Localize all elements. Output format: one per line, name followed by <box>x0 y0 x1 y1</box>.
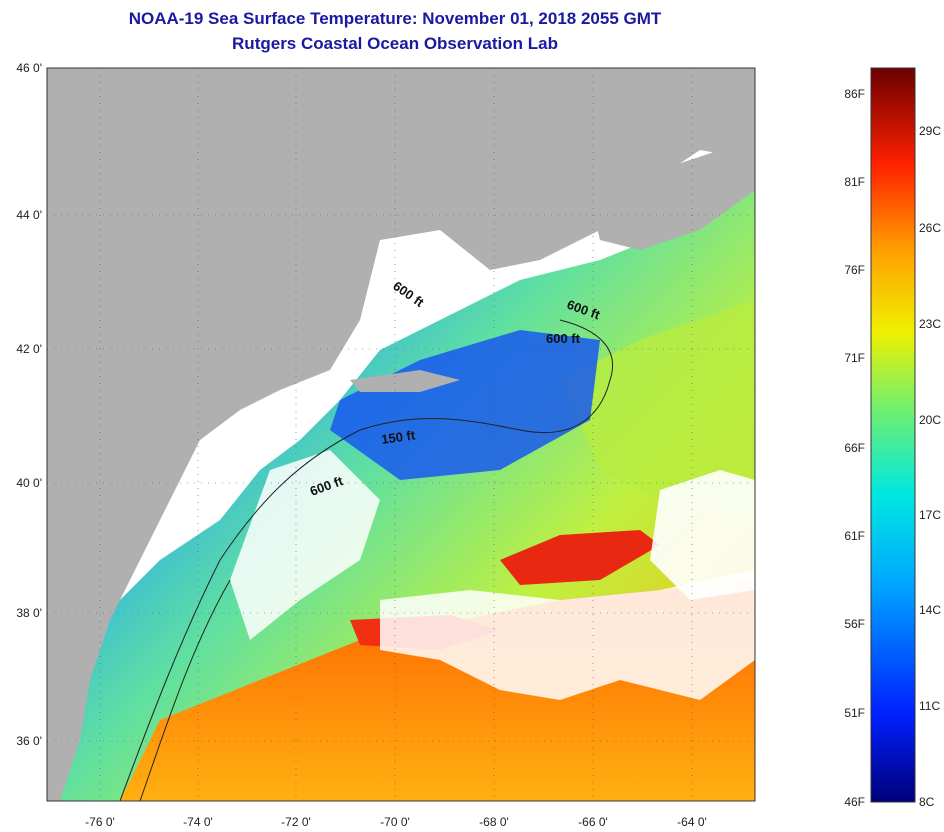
colorbar-f-label: 76F <box>844 263 865 277</box>
colorbar-f-label: 61F <box>844 529 865 543</box>
colorbar-c-label: 20C <box>919 413 941 427</box>
map-frame <box>46 67 756 802</box>
colorbar-c-label: 29C <box>919 124 941 138</box>
colorbar-c-label: 11C <box>919 699 940 713</box>
lon-label: -64 0' <box>677 815 707 829</box>
land-mass <box>47 68 755 801</box>
map-image <box>47 68 755 801</box>
colorbar-f-label: 71F <box>844 351 865 365</box>
lat-label: 38 0' <box>16 606 42 620</box>
lon-label: -76 0' <box>85 815 115 829</box>
lat-label: 44 0' <box>16 208 42 222</box>
nova-scotia <box>590 150 755 250</box>
lon-label: -66 0' <box>578 815 608 829</box>
colorbar-c-label: 8C <box>919 795 935 809</box>
isobath-label: 600 ft <box>546 331 581 346</box>
colorbar-c-label: 14C <box>919 603 941 617</box>
map-title: NOAA-19 Sea Surface Temperature: Novembe… <box>128 9 662 28</box>
cloud-cover-south <box>380 570 755 700</box>
shelf-water <box>330 330 600 480</box>
lon-label: -68 0' <box>479 815 509 829</box>
colorbar-c-label: 23C <box>919 317 941 331</box>
colorbar <box>870 67 916 803</box>
lat-label: 36 0' <box>16 734 42 748</box>
lon-label: -70 0' <box>380 815 410 829</box>
isobath-150ft <box>139 579 231 801</box>
isobath-600ft <box>119 319 614 801</box>
map-subtitle: Rutgers Coastal Ocean Observation Lab <box>232 34 558 53</box>
long-island <box>350 370 460 392</box>
lon-label: -74 0' <box>183 815 213 829</box>
warm-eddy-region <box>560 300 755 520</box>
colorbar-c-label: 26C <box>919 221 941 235</box>
cloud-cover-east <box>650 470 755 600</box>
colorbar-f-label: 46F <box>844 795 865 809</box>
colorbar-f-label: 86F <box>844 87 865 101</box>
isobath-label: 150 ft <box>380 427 416 447</box>
cloud-streaks <box>230 450 380 640</box>
colorbar-f-label: 51F <box>844 706 865 720</box>
colorbar-f-label: 66F <box>844 441 865 455</box>
lat-label: 42 0' <box>16 342 42 356</box>
colorbar-f-label: 81F <box>844 175 865 189</box>
lat-label: 40 0' <box>16 476 42 490</box>
colorbar-c-label: 17C <box>919 508 941 522</box>
colorbar-f-label: 56F <box>844 617 865 631</box>
warm-core-2 <box>500 530 660 585</box>
lon-label: -72 0' <box>281 815 311 829</box>
lat-label: 46 0' <box>16 61 42 75</box>
